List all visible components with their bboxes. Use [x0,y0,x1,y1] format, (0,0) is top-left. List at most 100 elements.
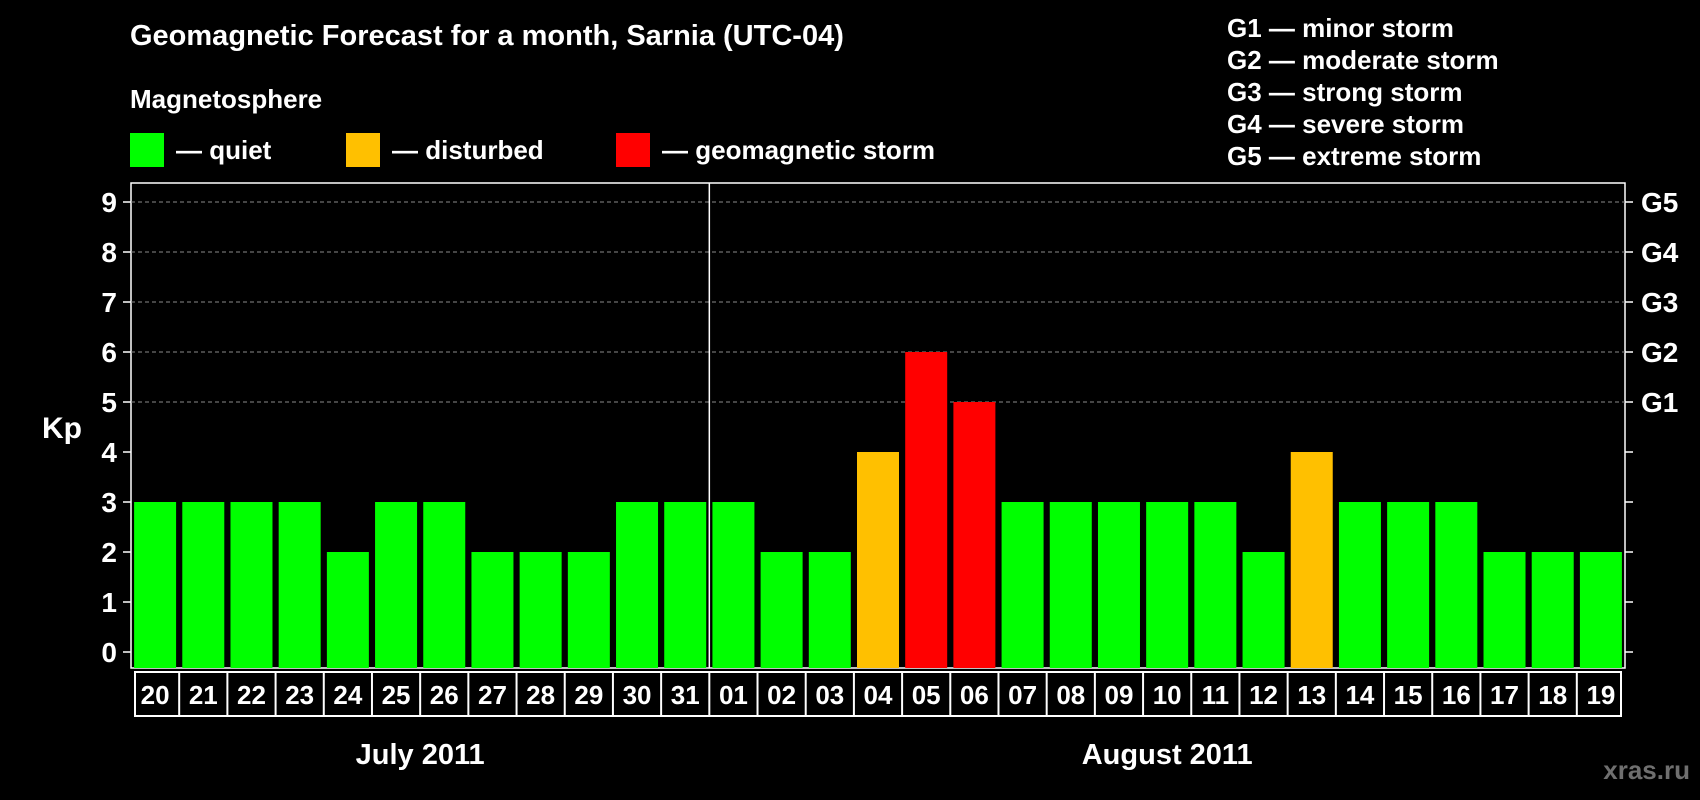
storm-scale-g4: G4 — severe storm [1227,109,1465,139]
x-tick-label-25-5: 25 [382,680,411,710]
x-tick-label-31-11: 31 [671,680,700,710]
right-axis-label-g4: G4 [1641,237,1679,268]
x-tick-label-05-16: 05 [912,680,941,710]
bar-26-6 [423,502,466,668]
bar-21-1 [182,502,225,668]
x-tick-label-02-13: 02 [767,680,796,710]
storm-scale-g2: G2 — moderate storm [1227,45,1499,75]
x-tick-label-12-23: 12 [1249,680,1278,710]
x-tick-label-11-22: 11 [1202,680,1230,710]
bar-29-9 [567,552,610,668]
bar-16-27 [1435,502,1478,668]
bar-18-29 [1531,552,1574,668]
bar-30-10 [616,502,659,668]
bar-28-8 [519,552,562,668]
y-axis-title: Kp [42,412,82,445]
legend-label-quiet: — quiet [176,134,272,165]
bar-03-14 [808,552,851,668]
bar-06-17 [953,402,996,668]
bar-24-4 [326,552,369,668]
bar-20-0 [134,502,177,668]
storm-scale-g1: G1 — minor storm [1227,13,1454,43]
watermark: xras.ru [1603,755,1690,785]
legend-swatch-quiet [130,133,164,167]
x-tick-label-15-26: 15 [1394,680,1423,710]
x-tick-label-18-29: 18 [1538,680,1567,710]
y-tick-label-9: 9 [101,187,117,218]
legend-swatch-disturbed [346,133,380,167]
bar-12-23 [1242,552,1285,668]
bar-23-3 [278,502,321,668]
legend-item-storm: — geomagnetic storm [616,132,935,168]
bar-15-26 [1387,502,1430,668]
y-tick-label-4: 4 [101,437,117,468]
bar-09-20 [1097,502,1140,668]
x-tick-label-21-1: 21 [189,680,218,710]
x-tick-label-10-21: 10 [1153,680,1182,710]
bar-14-25 [1338,502,1381,668]
y-tick-label-2: 2 [101,537,117,568]
bar-01-12 [712,502,755,668]
x-tick-label-14-25: 14 [1345,680,1374,710]
y-tick-label-8: 8 [101,237,117,268]
x-tick-label-27-7: 27 [478,680,507,710]
x-tick-label-29-9: 29 [574,680,603,710]
x-tick-label-23-3: 23 [285,680,314,710]
y-tick-label-0: 0 [101,637,117,668]
x-tick-label-06-17: 06 [960,680,989,710]
bar-13-24 [1290,452,1333,668]
x-tick-label-22-2: 22 [237,680,266,710]
x-tick-label-04-15: 04 [864,680,893,710]
storm-scale-legend: G1 — minor storm G2 — moderate storm G3 … [1227,12,1499,172]
bar-25-5 [375,502,418,668]
y-tick-label-1: 1 [101,587,117,618]
y-tick-label-3: 3 [101,487,117,518]
y-tick-label-6: 6 [101,337,117,368]
x-tick-label-09-20: 09 [1105,680,1134,710]
bar-19-30 [1579,552,1622,668]
legend-label-disturbed: — disturbed [392,134,544,165]
storm-scale-g3: G3 — strong storm [1227,77,1463,107]
bar-10-21 [1146,502,1189,668]
x-tick-label-28-8: 28 [526,680,555,710]
bar-17-28 [1483,552,1526,668]
right-axis-label-g3: G3 [1641,287,1678,318]
bar-04-15 [857,452,899,668]
legend-label-storm: — geomagnetic storm [662,134,936,165]
y-tick-label-5: 5 [101,387,117,418]
chart-title: Geomagnetic Forecast for a month, Sarnia… [130,20,844,52]
x-tick-label-20-0: 20 [141,680,170,710]
bar-07-18 [1001,502,1044,668]
x-tick-label-16-27: 16 [1442,680,1471,710]
legend-item-quiet: — quiet [130,132,271,168]
bar-27-7 [471,552,514,668]
x-tick-label-17-28: 17 [1490,680,1519,710]
bar-22-2 [230,502,273,668]
x-tick-label-01-12: 01 [719,680,748,710]
month-label-1: August 2011 [1082,739,1253,771]
bar-05-16 [905,352,948,668]
right-axis-label-g5: G5 [1641,187,1678,218]
storm-scale-g5: G5 — extreme storm [1227,141,1482,171]
legend-swatch-storm [616,133,650,167]
x-tick-label-03-14: 03 [815,680,844,710]
bar-31-11 [664,502,707,668]
x-tick-label-13-24: 13 [1297,680,1326,710]
x-tick-label-08-19: 08 [1056,680,1085,710]
x-tick-label-19-30: 19 [1586,680,1615,710]
x-tick-label-26-6: 26 [430,680,459,710]
x-tick-label-24-4: 24 [333,680,362,710]
y-tick-label-7: 7 [101,287,117,318]
x-tick-label-07-18: 07 [1008,680,1037,710]
right-axis-label-g1: G1 [1641,387,1678,418]
chart-subtitle: Magnetosphere [130,84,323,114]
date-axis-box [134,671,1622,717]
right-axis-label-g2: G2 [1641,337,1678,368]
bar-08-19 [1049,502,1092,668]
bar-11-22 [1194,502,1237,668]
month-label-0: July 2011 [356,739,485,771]
legend-item-disturbed: — disturbed [346,132,544,168]
x-tick-label-30-10: 30 [623,680,652,710]
bar-02-13 [760,552,803,668]
